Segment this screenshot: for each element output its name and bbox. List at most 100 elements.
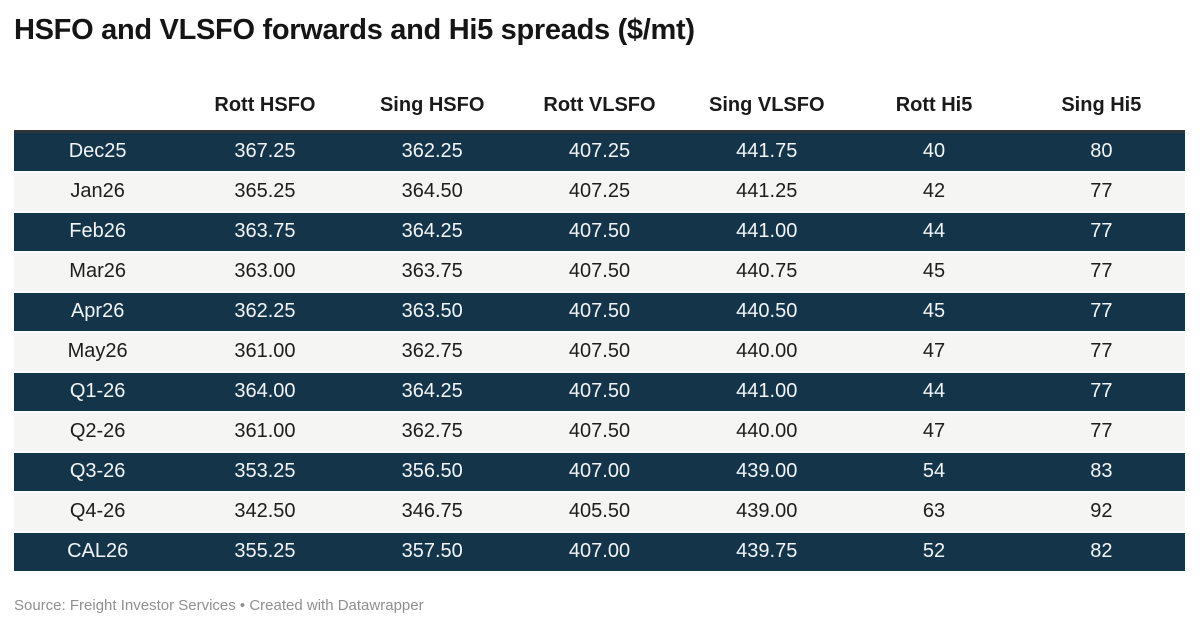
cell: 362.75 bbox=[401, 340, 463, 362]
data-table: Rott HSFO Sing HSFO Rott VLSFO Sing VLSFO Ro… bbox=[14, 48, 1185, 573]
cell: 92 bbox=[1090, 500, 1113, 522]
cell: 364.00 bbox=[234, 380, 296, 402]
row-label: Q2-26 bbox=[69, 420, 126, 442]
cell: 363.75 bbox=[401, 260, 463, 282]
source-line: Source: Freight Investor Services • Crea… bbox=[14, 597, 424, 614]
row-label: CAL26 bbox=[67, 540, 129, 562]
table-row: CAL26 355.25 357.50 407.00 439.75 52 82 bbox=[14, 532, 1185, 572]
cell: 346.75 bbox=[401, 500, 463, 522]
row-label: Q3-26 bbox=[69, 460, 126, 482]
cell: 363.50 bbox=[401, 300, 463, 322]
cell: 355.25 bbox=[234, 540, 296, 562]
cell: 77 bbox=[1090, 180, 1113, 202]
cell: 364.25 bbox=[401, 220, 463, 242]
row-label: Jan26 bbox=[70, 180, 125, 202]
cell: 364.50 bbox=[401, 180, 463, 202]
cell: 77 bbox=[1090, 260, 1113, 282]
row-label: Dec25 bbox=[68, 140, 127, 162]
cell: 407.50 bbox=[568, 340, 631, 362]
table-row: May26 361.00 362.75 407.50 440.00 47 77 bbox=[14, 332, 1185, 372]
cell: 47 bbox=[922, 420, 946, 442]
table-row: Q3-26 353.25 356.50 407.00 439.00 54 83 bbox=[14, 452, 1185, 492]
cell: 440.00 bbox=[736, 340, 798, 362]
table-row: Q4-26 342.50 346.75 405.50 439.00 63 92 bbox=[14, 492, 1185, 532]
cell: 407.50 bbox=[568, 220, 631, 242]
column-header: Rott VLSFO bbox=[543, 94, 656, 116]
cell: 407.25 bbox=[568, 140, 631, 162]
row-label: Apr26 bbox=[70, 300, 125, 322]
cell: 407.50 bbox=[568, 420, 631, 442]
table-row: Jan26 365.25 364.50 407.25 441.25 42 77 bbox=[14, 172, 1185, 212]
column-header: Rott HSFO bbox=[214, 94, 316, 116]
cell: 83 bbox=[1090, 460, 1113, 482]
row-label: Q1-26 bbox=[69, 380, 126, 402]
table-row: Apr26 362.25 363.50 407.50 440.50 45 77 bbox=[14, 292, 1185, 332]
table-row: Q1-26 364.00 364.25 407.50 441.00 44 77 bbox=[14, 372, 1185, 412]
column-header: Sing Hi5 bbox=[1061, 94, 1142, 116]
table-row: Feb26 363.75 364.25 407.50 441.00 44 77 bbox=[14, 212, 1185, 252]
cell: 405.50 bbox=[568, 500, 631, 522]
cell: 47 bbox=[922, 340, 946, 362]
cell: 440.75 bbox=[736, 260, 798, 282]
cell: 407.50 bbox=[568, 300, 631, 322]
cell: 63 bbox=[922, 500, 946, 522]
row-label: Mar26 bbox=[69, 260, 126, 282]
cell: 82 bbox=[1090, 540, 1113, 562]
cell: 42 bbox=[922, 180, 946, 202]
cell: 77 bbox=[1090, 300, 1113, 322]
cell: 54 bbox=[922, 460, 946, 482]
cell: 362.25 bbox=[401, 140, 463, 162]
row-label-column-header bbox=[14, 48, 181, 132]
cell: 342.50 bbox=[234, 500, 296, 522]
cell: 363.75 bbox=[234, 220, 296, 242]
cell: 441.25 bbox=[736, 180, 798, 202]
column-header: Rott Hi5 bbox=[895, 94, 973, 116]
cell: 440.50 bbox=[736, 300, 798, 322]
cell: 362.75 bbox=[401, 420, 463, 442]
cell: 77 bbox=[1090, 420, 1113, 442]
cell: 367.25 bbox=[234, 140, 296, 162]
cell: 40 bbox=[922, 140, 946, 162]
cell: 363.00 bbox=[234, 260, 296, 282]
cell: 356.50 bbox=[401, 460, 463, 482]
cell: 45 bbox=[922, 260, 946, 282]
cell: 364.25 bbox=[401, 380, 463, 402]
column-header: Sing VLSFO bbox=[708, 94, 825, 116]
cell: 407.00 bbox=[568, 540, 631, 562]
cell: 77 bbox=[1090, 380, 1113, 402]
column-header: Sing HSFO bbox=[379, 94, 485, 116]
cell: 45 bbox=[922, 300, 946, 322]
cell: 44 bbox=[922, 220, 946, 242]
cell: 407.50 bbox=[568, 380, 631, 402]
cell: 441.00 bbox=[736, 220, 798, 242]
page-title: HSFO and VLSFO forwards and Hi5 spreads … bbox=[14, 14, 695, 46]
cell: 357.50 bbox=[401, 540, 463, 562]
cell: 441.00 bbox=[736, 380, 798, 402]
cell: 362.25 bbox=[234, 300, 296, 322]
cell: 441.75 bbox=[736, 140, 798, 162]
cell: 440.00 bbox=[736, 420, 798, 442]
cell: 407.00 bbox=[568, 460, 631, 482]
table-row: Q2-26 361.00 362.75 407.50 440.00 47 77 bbox=[14, 412, 1185, 452]
cell: 80 bbox=[1090, 140, 1113, 162]
header-row: Rott HSFO Sing HSFO Rott VLSFO Sing VLSFO Ro… bbox=[14, 48, 1185, 132]
cell: 365.25 bbox=[234, 180, 296, 202]
cell: 77 bbox=[1090, 220, 1113, 242]
table-row: Dec25 367.25 362.25 407.25 441.75 40 80 bbox=[14, 131, 1185, 172]
row-label: Feb26 bbox=[69, 220, 126, 242]
cell: 44 bbox=[922, 380, 946, 402]
cell: 361.00 bbox=[234, 420, 296, 442]
cell: 439.00 bbox=[736, 460, 798, 482]
cell: 52 bbox=[922, 540, 946, 562]
cell: 439.75 bbox=[736, 540, 798, 562]
cell: 353.25 bbox=[234, 460, 296, 482]
cell: 407.25 bbox=[568, 180, 631, 202]
cell: 361.00 bbox=[234, 340, 296, 362]
cell: 439.00 bbox=[736, 500, 798, 522]
cell: 407.50 bbox=[568, 260, 631, 282]
row-label: May26 bbox=[67, 340, 128, 362]
table-row: Mar26 363.00 363.75 407.50 440.75 45 77 bbox=[14, 252, 1185, 292]
row-label: Q4-26 bbox=[69, 500, 126, 522]
cell: 77 bbox=[1090, 340, 1113, 362]
